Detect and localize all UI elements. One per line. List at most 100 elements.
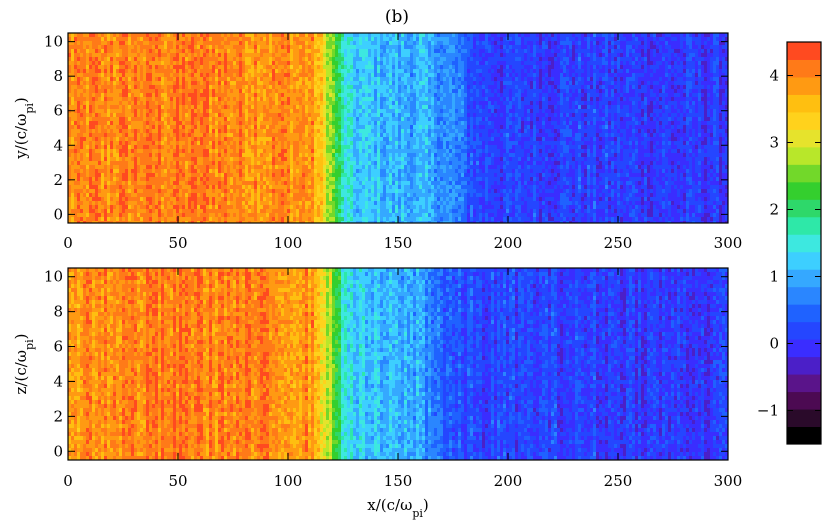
heatmap-cell	[215, 101, 219, 106]
heatmap-cell	[86, 217, 90, 222]
heatmap-cell	[191, 73, 195, 78]
heatmap-cell	[71, 153, 75, 158]
heatmap-cell	[98, 161, 102, 166]
heatmap-cell	[194, 201, 198, 206]
heatmap-cell	[320, 57, 324, 62]
heatmap-cell	[317, 117, 321, 122]
heatmap-cell	[323, 61, 327, 66]
heatmap-cell	[110, 41, 114, 46]
heatmap-cell	[323, 189, 327, 194]
heatmap-cell	[182, 73, 186, 78]
heatmap-cell	[242, 85, 246, 90]
heatmap-cell	[77, 181, 81, 186]
heatmap-cell	[182, 89, 186, 94]
heatmap-cell	[296, 37, 300, 42]
heatmap-cell	[299, 145, 303, 150]
heatmap-cell	[317, 121, 321, 126]
heatmap-cell	[320, 157, 324, 162]
heatmap-cell	[212, 117, 216, 122]
heatmap-cell	[77, 145, 81, 150]
heatmap-cell	[314, 89, 318, 94]
heatmap-cell	[344, 121, 348, 126]
heatmap-cell	[278, 181, 282, 186]
heatmap-cell	[71, 65, 75, 70]
heatmap-cell	[332, 181, 336, 186]
heatmap-cell	[92, 101, 96, 106]
heatmap-cell	[242, 109, 246, 114]
heatmap-cell	[188, 97, 192, 102]
heatmap-cell	[368, 53, 372, 58]
heatmap-cell	[335, 209, 339, 214]
heatmap-cell	[137, 61, 141, 66]
heatmap-cell	[131, 181, 135, 186]
heatmap-cell	[362, 145, 366, 150]
heatmap-cell	[302, 133, 306, 138]
heatmap-cell	[149, 197, 153, 202]
heatmap-cell	[371, 89, 375, 94]
heatmap-cell	[341, 221, 345, 223]
heatmap-cell	[281, 157, 285, 162]
heatmap-cell	[299, 157, 303, 162]
heatmap-cell	[95, 213, 99, 218]
heatmap-cell	[170, 157, 174, 162]
heatmap-cell	[167, 41, 171, 46]
heatmap-cell	[254, 157, 258, 162]
heatmap-cell	[248, 137, 252, 142]
heatmap-cell	[137, 177, 141, 182]
heatmap-cell	[122, 133, 126, 138]
heatmap-cell	[200, 173, 204, 178]
heatmap-cell	[311, 109, 315, 114]
heatmap-cell	[224, 209, 228, 214]
heatmap-cell	[248, 153, 252, 158]
heatmap-cell	[335, 205, 339, 210]
heatmap-cell	[158, 109, 162, 114]
heatmap-cell	[140, 57, 144, 62]
heatmap-cell	[128, 129, 132, 134]
heatmap-cell	[224, 205, 228, 210]
heatmap-cell	[89, 157, 93, 162]
heatmap-cell	[320, 173, 324, 178]
heatmap-cell	[197, 205, 201, 210]
heatmap-cell	[284, 109, 288, 114]
heatmap-cell	[305, 129, 309, 134]
heatmap-cell	[98, 57, 102, 62]
heatmap-cell	[311, 153, 315, 158]
heatmap-cell	[278, 117, 282, 122]
heatmap-cell	[131, 45, 135, 50]
heatmap-cell	[281, 41, 285, 46]
heatmap-cell	[104, 97, 108, 102]
heatmap-cell	[302, 221, 306, 223]
heatmap-cell	[137, 33, 141, 38]
heatmap-cell	[239, 113, 243, 118]
heatmap-cell	[278, 193, 282, 198]
heatmap-cell	[359, 41, 363, 46]
heatmap-cell	[311, 33, 315, 38]
heatmap-cell	[329, 157, 333, 162]
heatmap-cell	[122, 217, 126, 222]
heatmap-cell	[236, 149, 240, 154]
heatmap-cell	[209, 169, 213, 174]
heatmap-cell	[254, 101, 258, 106]
heatmap-cell	[89, 213, 93, 218]
heatmap-cell	[188, 145, 192, 150]
heatmap-cell	[116, 69, 120, 74]
heatmap-cell	[326, 101, 330, 106]
heatmap-cell	[338, 133, 342, 138]
heatmap-cell	[281, 73, 285, 78]
heatmap-cell	[302, 53, 306, 58]
heatmap-cell	[284, 81, 288, 86]
heatmap-cell	[374, 109, 378, 114]
heatmap-cell	[122, 105, 126, 110]
heatmap-cell	[242, 61, 246, 66]
heatmap-cell	[260, 77, 264, 82]
heatmap-cell	[167, 57, 171, 62]
heatmap-cell	[263, 221, 267, 223]
heatmap-cell	[71, 193, 75, 198]
heatmap-cell	[260, 33, 264, 38]
heatmap-cell	[143, 209, 147, 214]
heatmap-cell	[344, 49, 348, 54]
heatmap-cell	[290, 221, 294, 223]
heatmap-cell	[68, 89, 72, 94]
heatmap-cell	[98, 157, 102, 162]
heatmap-cell	[269, 137, 273, 142]
